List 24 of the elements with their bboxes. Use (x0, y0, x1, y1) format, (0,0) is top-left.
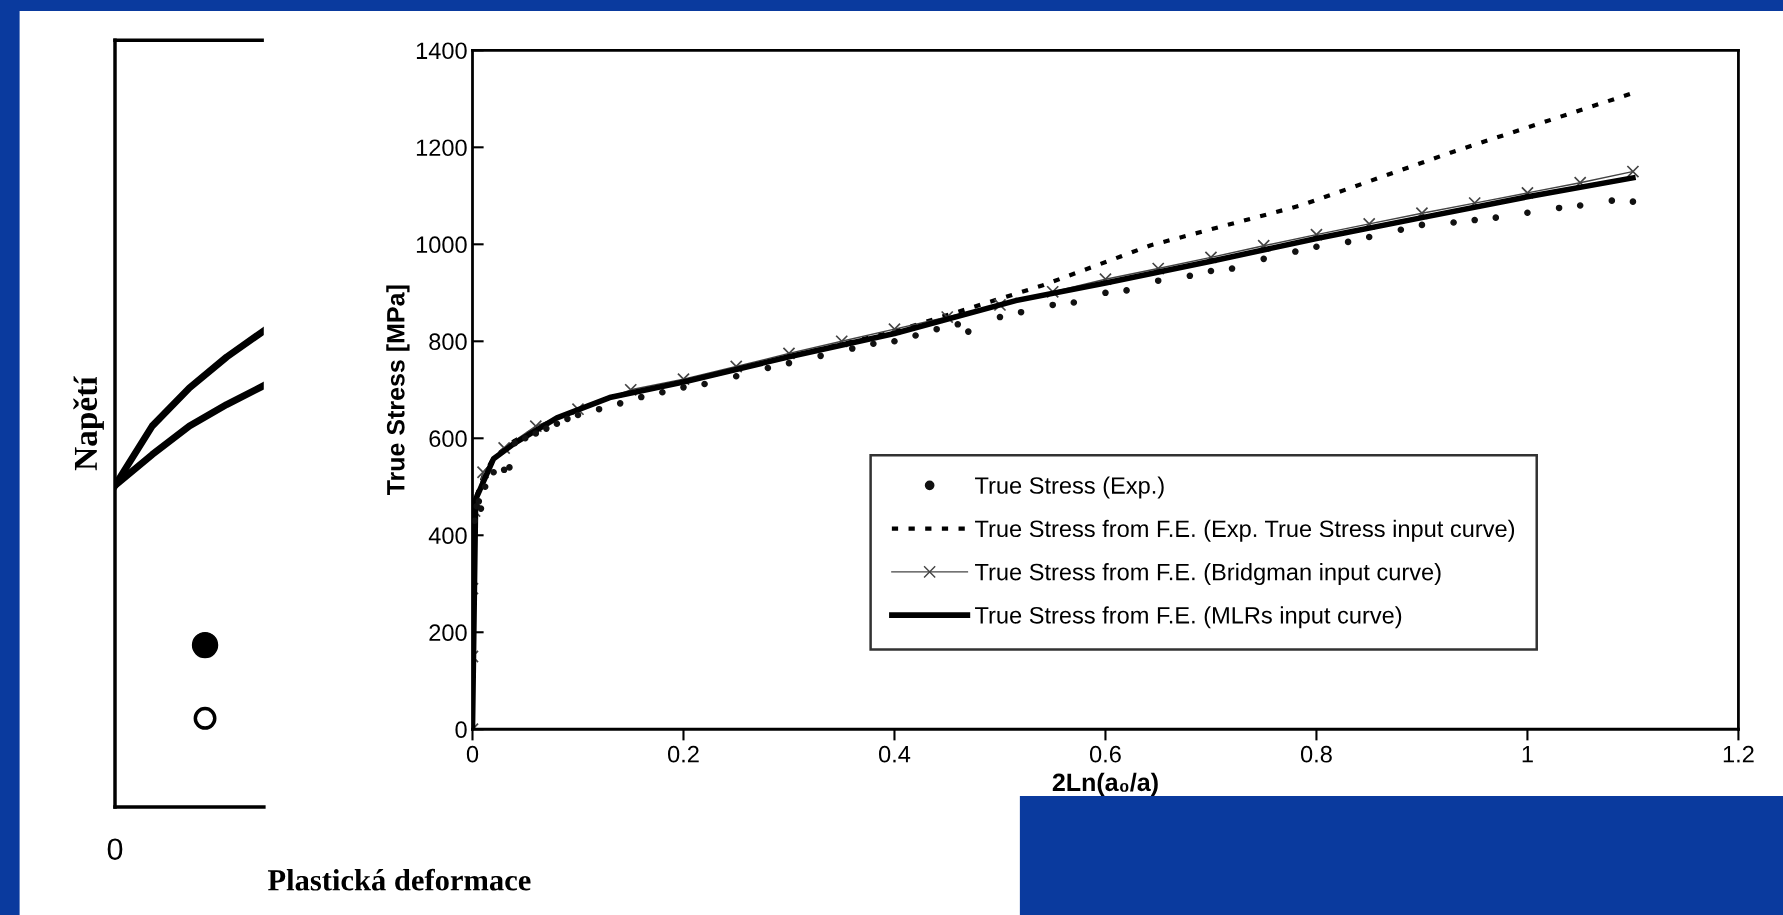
y-tick-label: 800 (429, 333, 467, 351)
y-tick-label: 1000 (416, 236, 467, 254)
x-axis-title: Plastická deformace (267, 868, 531, 891)
x-tick-label: 1.2 (1723, 745, 1754, 763)
legend-label: True Stress (Exp.) (975, 476, 1164, 499)
y-tick-label: 200 (429, 624, 467, 642)
legend-label: True Stress from F.E. (Bridgman input curve) (975, 563, 1441, 586)
x-tick-label: 1 (1522, 746, 1533, 763)
y-axis-title: Napětí (73, 376, 104, 471)
legend-label: True Stress from F.E. (MLRs input curve) (975, 606, 1402, 629)
y-tick-label: 600 (429, 430, 467, 448)
x-tick-label: 0.6 (1089, 745, 1121, 763)
x-tick-label: 0.2 (668, 745, 699, 763)
y-tick-label: 1400 (416, 42, 467, 60)
text: 0 (107, 838, 123, 861)
y-tick-label: 400 (428, 527, 467, 545)
x-axis-title: 2Ln(a₀/a) (1052, 772, 1158, 797)
y-axis-title: True Stress [MPa] (386, 285, 410, 496)
x-tick-label: 0.8 (1300, 745, 1332, 763)
legend-label: True Stress from F.E. (Exp. True Stress input curve) (975, 519, 1515, 542)
x-tick-label: 0 (466, 745, 479, 763)
x-tick-label: 0.4 (878, 745, 911, 763)
y-tick-label: 0 (455, 721, 467, 739)
y-tick-label: 1200 (416, 139, 467, 157)
